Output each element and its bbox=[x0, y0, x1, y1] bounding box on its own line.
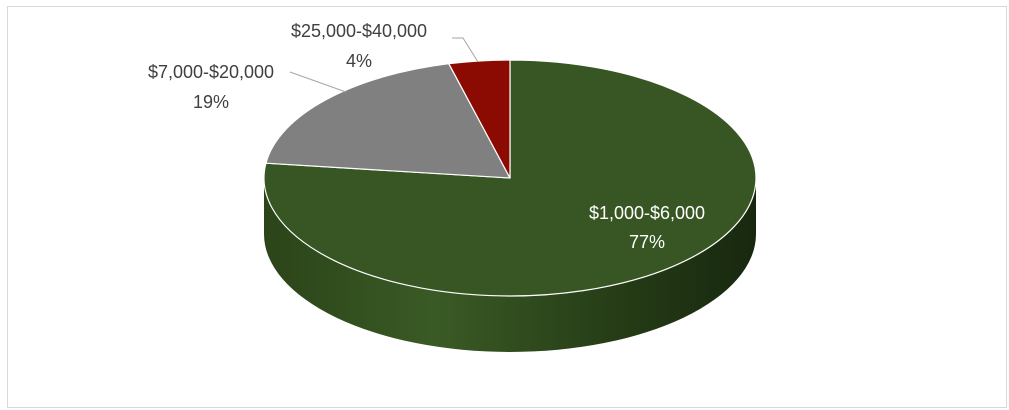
pie-slice-7000-20000 bbox=[265, 63, 511, 179]
slice-label-25000-40000-category: $25,000-$40,000 bbox=[291, 21, 427, 41]
pie-tops bbox=[263, 59, 757, 297]
slice-label-7000-20000-percent: 19% bbox=[193, 92, 229, 112]
slice-label-1000-6000-category: $1,000-$6,000 bbox=[589, 203, 705, 223]
slice-label-1000-6000-percent: 77% bbox=[629, 232, 665, 252]
leader-line-7000-20000 bbox=[289, 71, 347, 93]
slice-label-7000-20000-category: $7,000-$20,000 bbox=[148, 62, 274, 82]
slice-label-25000-40000-percent: 4% bbox=[346, 51, 372, 71]
data-labels: $1,000-$6,000 77% $7,000-$20,000 19% $25,000… bbox=[148, 21, 705, 252]
pie-side-1000-6000 bbox=[264, 178, 756, 352]
leader-line-25000-40000 bbox=[452, 37, 479, 63]
pie-slice-25000-40000 bbox=[448, 59, 511, 179]
pie-sides bbox=[264, 178, 756, 352]
leader-lines bbox=[289, 37, 479, 93]
